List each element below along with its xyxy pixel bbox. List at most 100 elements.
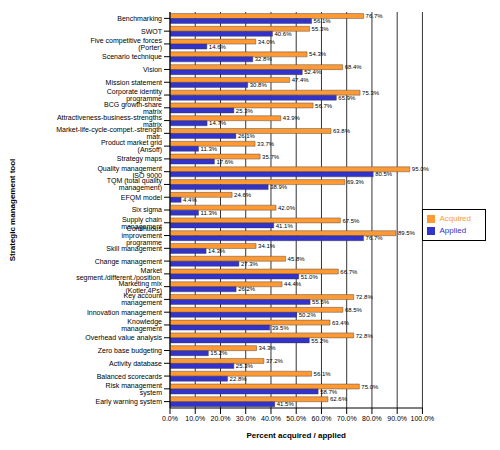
svg-text:40.6%: 40.6% [274, 31, 292, 37]
svg-text:Scenario technique: Scenario technique [102, 53, 162, 61]
svg-text:11.3%: 11.3% [201, 210, 218, 216]
svg-text:56.1%: 56.1% [314, 371, 332, 377]
svg-text:75.0%: 75.0% [361, 384, 379, 390]
svg-text:30.0%: 30.0% [236, 415, 256, 422]
svg-text:41.1%: 41.1% [276, 223, 294, 229]
html-text:Applied: Applied [439, 226, 467, 235]
svg-text:55.2%: 55.2% [311, 338, 329, 344]
svg-text:Zero base budgeting: Zero base budgeting [98, 347, 162, 355]
svg-text:75.3%: 75.3% [362, 90, 380, 96]
svg-text:80.5%: 80.5% [375, 171, 393, 177]
svg-text:15.2%: 15.2% [210, 350, 228, 356]
svg-text:100.0%: 100.0% [411, 415, 435, 422]
svg-text:32.8%: 32.8% [255, 56, 273, 62]
svg-text:Balanced scorecards: Balanced scorecards [97, 373, 163, 380]
svg-text:34.0%: 34.0% [258, 39, 276, 45]
svg-text:11.3%: 11.3% [201, 146, 218, 152]
svg-text:62.6%: 62.6% [330, 396, 348, 402]
svg-text:39.5%: 39.5% [272, 325, 290, 331]
svg-text:44.4%: 44.4% [284, 281, 302, 287]
svg-text:76.7%: 76.7% [366, 13, 384, 19]
svg-text:Benchmarking: Benchmarking [117, 15, 162, 23]
svg-text:Skill management: Skill management [106, 245, 162, 253]
svg-text:89.5%: 89.5% [398, 230, 416, 236]
svg-text:54.3%: 54.3% [309, 51, 327, 57]
svg-text:69.3%: 69.3% [347, 179, 365, 185]
svg-text:35.7%: 35.7% [262, 154, 280, 160]
svg-text:30.8%: 30.8% [250, 82, 268, 88]
svg-text:27.3%: 27.3% [241, 261, 259, 267]
svg-text:Strategy maps: Strategy maps [117, 155, 163, 163]
svg-text:51.0%: 51.0% [301, 274, 319, 280]
svg-text:Activity database: Activity database [109, 360, 162, 368]
svg-text:90.0%: 90.0% [387, 415, 407, 422]
svg-text:56.7%: 56.7% [315, 103, 333, 109]
svg-text:41.5%: 41.5% [277, 401, 295, 407]
svg-text:20.0%: 20.0% [211, 415, 231, 422]
svg-text:38.9%: 38.9% [270, 184, 288, 190]
svg-text:22.8%: 22.8% [230, 376, 248, 382]
svg-text:50.0%: 50.0% [286, 415, 306, 422]
svg-text:SWOT: SWOT [141, 28, 163, 35]
svg-text:Overhead value analysis: Overhead value analysis [85, 334, 162, 342]
svg-text:Percent acquired / applied: Percent acquired / applied [246, 431, 346, 440]
svg-text:80.0%: 80.0% [362, 415, 382, 422]
svg-text:25.3%: 25.3% [236, 363, 254, 369]
svg-text:37.2%: 37.2% [266, 358, 284, 364]
svg-text:Vision: Vision [143, 66, 162, 73]
html-text:Acquired: Acquired [439, 214, 471, 223]
svg-text:56.1%: 56.1% [314, 18, 332, 24]
svg-text:70.0%: 70.0% [337, 415, 357, 422]
svg-text:68.5%: 68.5% [345, 307, 363, 313]
svg-text:55.5%: 55.5% [312, 299, 330, 305]
svg-text:63.4%: 63.4% [332, 320, 350, 326]
svg-text:TQM (total qualitymanagement): TQM (total qualitymanagement) [107, 177, 163, 192]
svg-text:60.0%: 60.0% [312, 415, 332, 422]
svg-text:43.9%: 43.9% [283, 115, 301, 121]
svg-text:Innovation management: Innovation management [87, 309, 162, 317]
svg-text:42.0%: 42.0% [278, 205, 296, 211]
svg-text:Six sigma: Six sigma [132, 206, 162, 214]
svg-text:68.4%: 68.4% [345, 64, 363, 70]
svg-text:Key accountmanagement: Key accountmanagement [121, 292, 162, 307]
svg-text:66.7%: 66.7% [340, 269, 358, 275]
svg-text:Continuousimprovementprogramme: Continuousimprovementprogramme [122, 225, 163, 247]
svg-text:26.2%: 26.2% [238, 286, 256, 292]
svg-text:Risk managementsystem: Risk managementsystem [106, 382, 163, 397]
svg-text:Strategic management tool: Strategic management tool [8, 159, 17, 262]
svg-text:14.3%: 14.3% [208, 248, 226, 254]
svg-text:63.8%: 63.8% [333, 128, 351, 134]
svg-text:55.3%: 55.3% [312, 26, 330, 32]
svg-text:24.6%: 24.6% [234, 192, 252, 198]
svg-text:34.3%: 34.3% [259, 345, 277, 351]
svg-text:47.4%: 47.4% [292, 77, 310, 83]
svg-text:34.1%: 34.1% [258, 243, 276, 249]
svg-text:14.7%: 14.7% [209, 120, 227, 126]
svg-text:76.7%: 76.7% [366, 235, 384, 241]
svg-text:45.8%: 45.8% [288, 256, 306, 262]
svg-text:72.8%: 72.8% [356, 333, 374, 339]
svg-text:52.4%: 52.4% [304, 69, 322, 75]
svg-text:50.2%: 50.2% [299, 312, 317, 318]
svg-text:33.7%: 33.7% [257, 141, 275, 147]
svg-text:95.0%: 95.0% [412, 166, 430, 172]
svg-text:10.0%: 10.0% [185, 415, 205, 422]
svg-text:Change management: Change management [95, 258, 162, 266]
svg-text:72.8%: 72.8% [356, 294, 374, 300]
svg-text:14.6%: 14.6% [209, 44, 227, 50]
svg-text:58.7%: 58.7% [320, 389, 338, 395]
svg-text:40.0%: 40.0% [261, 415, 281, 422]
svg-text:Early warning system: Early warning system [95, 398, 162, 406]
svg-text:0.0%: 0.0% [162, 415, 178, 422]
svg-text:Mission statement: Mission statement [106, 79, 162, 86]
svg-text:65.9%: 65.9% [338, 95, 356, 101]
svg-text:Knowledgemanagement: Knowledgemanagement [121, 318, 162, 333]
svg-text:EFQM model: EFQM model [121, 194, 163, 202]
svg-text:26.1%: 26.1% [238, 133, 256, 139]
svg-text:Product market grid(Ansoff): Product market grid(Ansoff) [101, 139, 162, 154]
svg-text:Five competitive forces(Porter: Five competitive forces(Porter) [90, 37, 162, 52]
svg-text:17.6%: 17.6% [216, 159, 234, 165]
svg-text:25.3%: 25.3% [236, 108, 254, 114]
svg-text:67.5%: 67.5% [342, 218, 360, 224]
svg-text:4.4%: 4.4% [183, 197, 197, 203]
